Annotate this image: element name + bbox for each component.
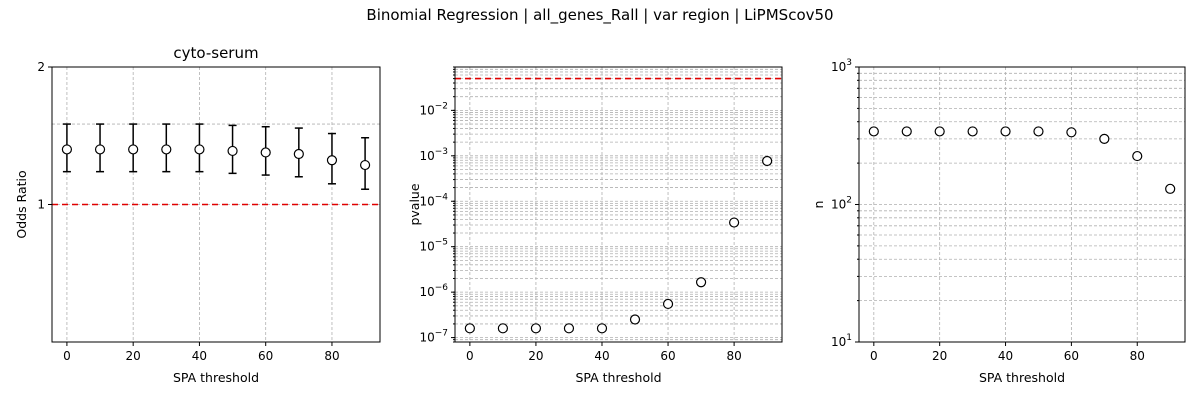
data-point <box>61 144 73 155</box>
data-point <box>530 323 542 334</box>
data-point <box>1165 183 1176 194</box>
y-tick-label: 101 <box>831 333 852 349</box>
panel-1: 0 20 40 60 80 1 2 SPA threshold Odds Ratio cyto-s… <box>14 44 381 385</box>
x-axis-label: SPA threshold <box>979 370 1065 385</box>
y-tick-label: 10−3 <box>419 147 448 163</box>
y-tick-label: 103 <box>831 58 852 74</box>
axes-title: cyto-serum <box>173 44 258 62</box>
data-point <box>227 145 238 157</box>
y-tick-label: 10−4 <box>419 192 448 208</box>
y-axis-label: Odds Ratio <box>14 170 29 238</box>
x-tick-label: 60 <box>1064 349 1079 363</box>
x-tick-label: 80 <box>1130 349 1145 363</box>
data-point <box>1000 126 1011 137</box>
x-tick-label: 0 <box>870 349 878 363</box>
x-tick-label: 40 <box>998 349 1013 363</box>
x-axis-label: SPA threshold <box>173 370 259 385</box>
data-point <box>94 144 106 155</box>
x-tick-label: 20 <box>528 349 543 363</box>
x-tick-label: 60 <box>258 349 273 363</box>
data-point <box>1099 133 1110 144</box>
y-tick-label: 102 <box>831 196 852 212</box>
x-tick-label: 80 <box>726 349 741 363</box>
x-axis-label: SPA threshold <box>575 370 661 385</box>
data-point <box>934 126 945 137</box>
y-tick-label: 10−2 <box>419 101 448 117</box>
data-point <box>326 155 338 166</box>
data-point <box>729 217 740 228</box>
data-point <box>260 147 271 158</box>
figure-suptitle: Binomial Regression | all_genes_Rall | v… <box>366 6 833 25</box>
x-tick-label: 0 <box>63 349 71 363</box>
x-tick-label: 40 <box>192 349 207 363</box>
panel-3: 0 20 40 60 80 101 102 103 SPA threshold n <box>811 58 1186 385</box>
panels: 0 20 40 60 80 1 2 SPA threshold Odds Ratio cyto-s… <box>14 44 1186 385</box>
y-tick-label: 1 <box>37 198 45 212</box>
data-point <box>629 314 641 325</box>
y-axis-label: pvalue <box>407 183 422 225</box>
data-point <box>161 144 172 155</box>
y-tick-label: 10−7 <box>419 329 448 345</box>
data-point <box>497 323 508 334</box>
data-point <box>596 323 608 334</box>
data-point <box>464 323 475 334</box>
x-tick-label: 60 <box>660 349 675 363</box>
y-tick-label: 10−5 <box>419 238 448 254</box>
data-point <box>359 159 371 171</box>
data-point <box>293 148 304 160</box>
data-point <box>967 126 978 137</box>
x-tick-label: 20 <box>932 349 947 363</box>
data-point <box>662 298 674 310</box>
data-point <box>1066 127 1077 138</box>
y-tick-label: 2 <box>37 60 45 74</box>
data-point <box>695 277 707 288</box>
data-point <box>563 323 575 334</box>
data-point <box>868 126 879 137</box>
data-point <box>1033 126 1044 137</box>
data-point <box>128 144 139 155</box>
x-tick-label: 20 <box>126 349 141 363</box>
data-point <box>1132 150 1143 162</box>
panel-2: 0 20 40 60 80 10−7 10−6 10−5 10−4 10−3 10−2 SPA thr… <box>407 66 783 385</box>
x-tick-label: 80 <box>324 349 339 363</box>
y-axis-label: n <box>811 201 826 209</box>
y-tick-label: 10−6 <box>419 283 448 299</box>
data-point <box>762 155 773 167</box>
x-tick-label: 0 <box>466 349 474 363</box>
data-point <box>194 144 205 155</box>
data-point <box>901 126 912 137</box>
axes-frame <box>454 66 783 343</box>
x-tick-label: 40 <box>594 349 609 363</box>
